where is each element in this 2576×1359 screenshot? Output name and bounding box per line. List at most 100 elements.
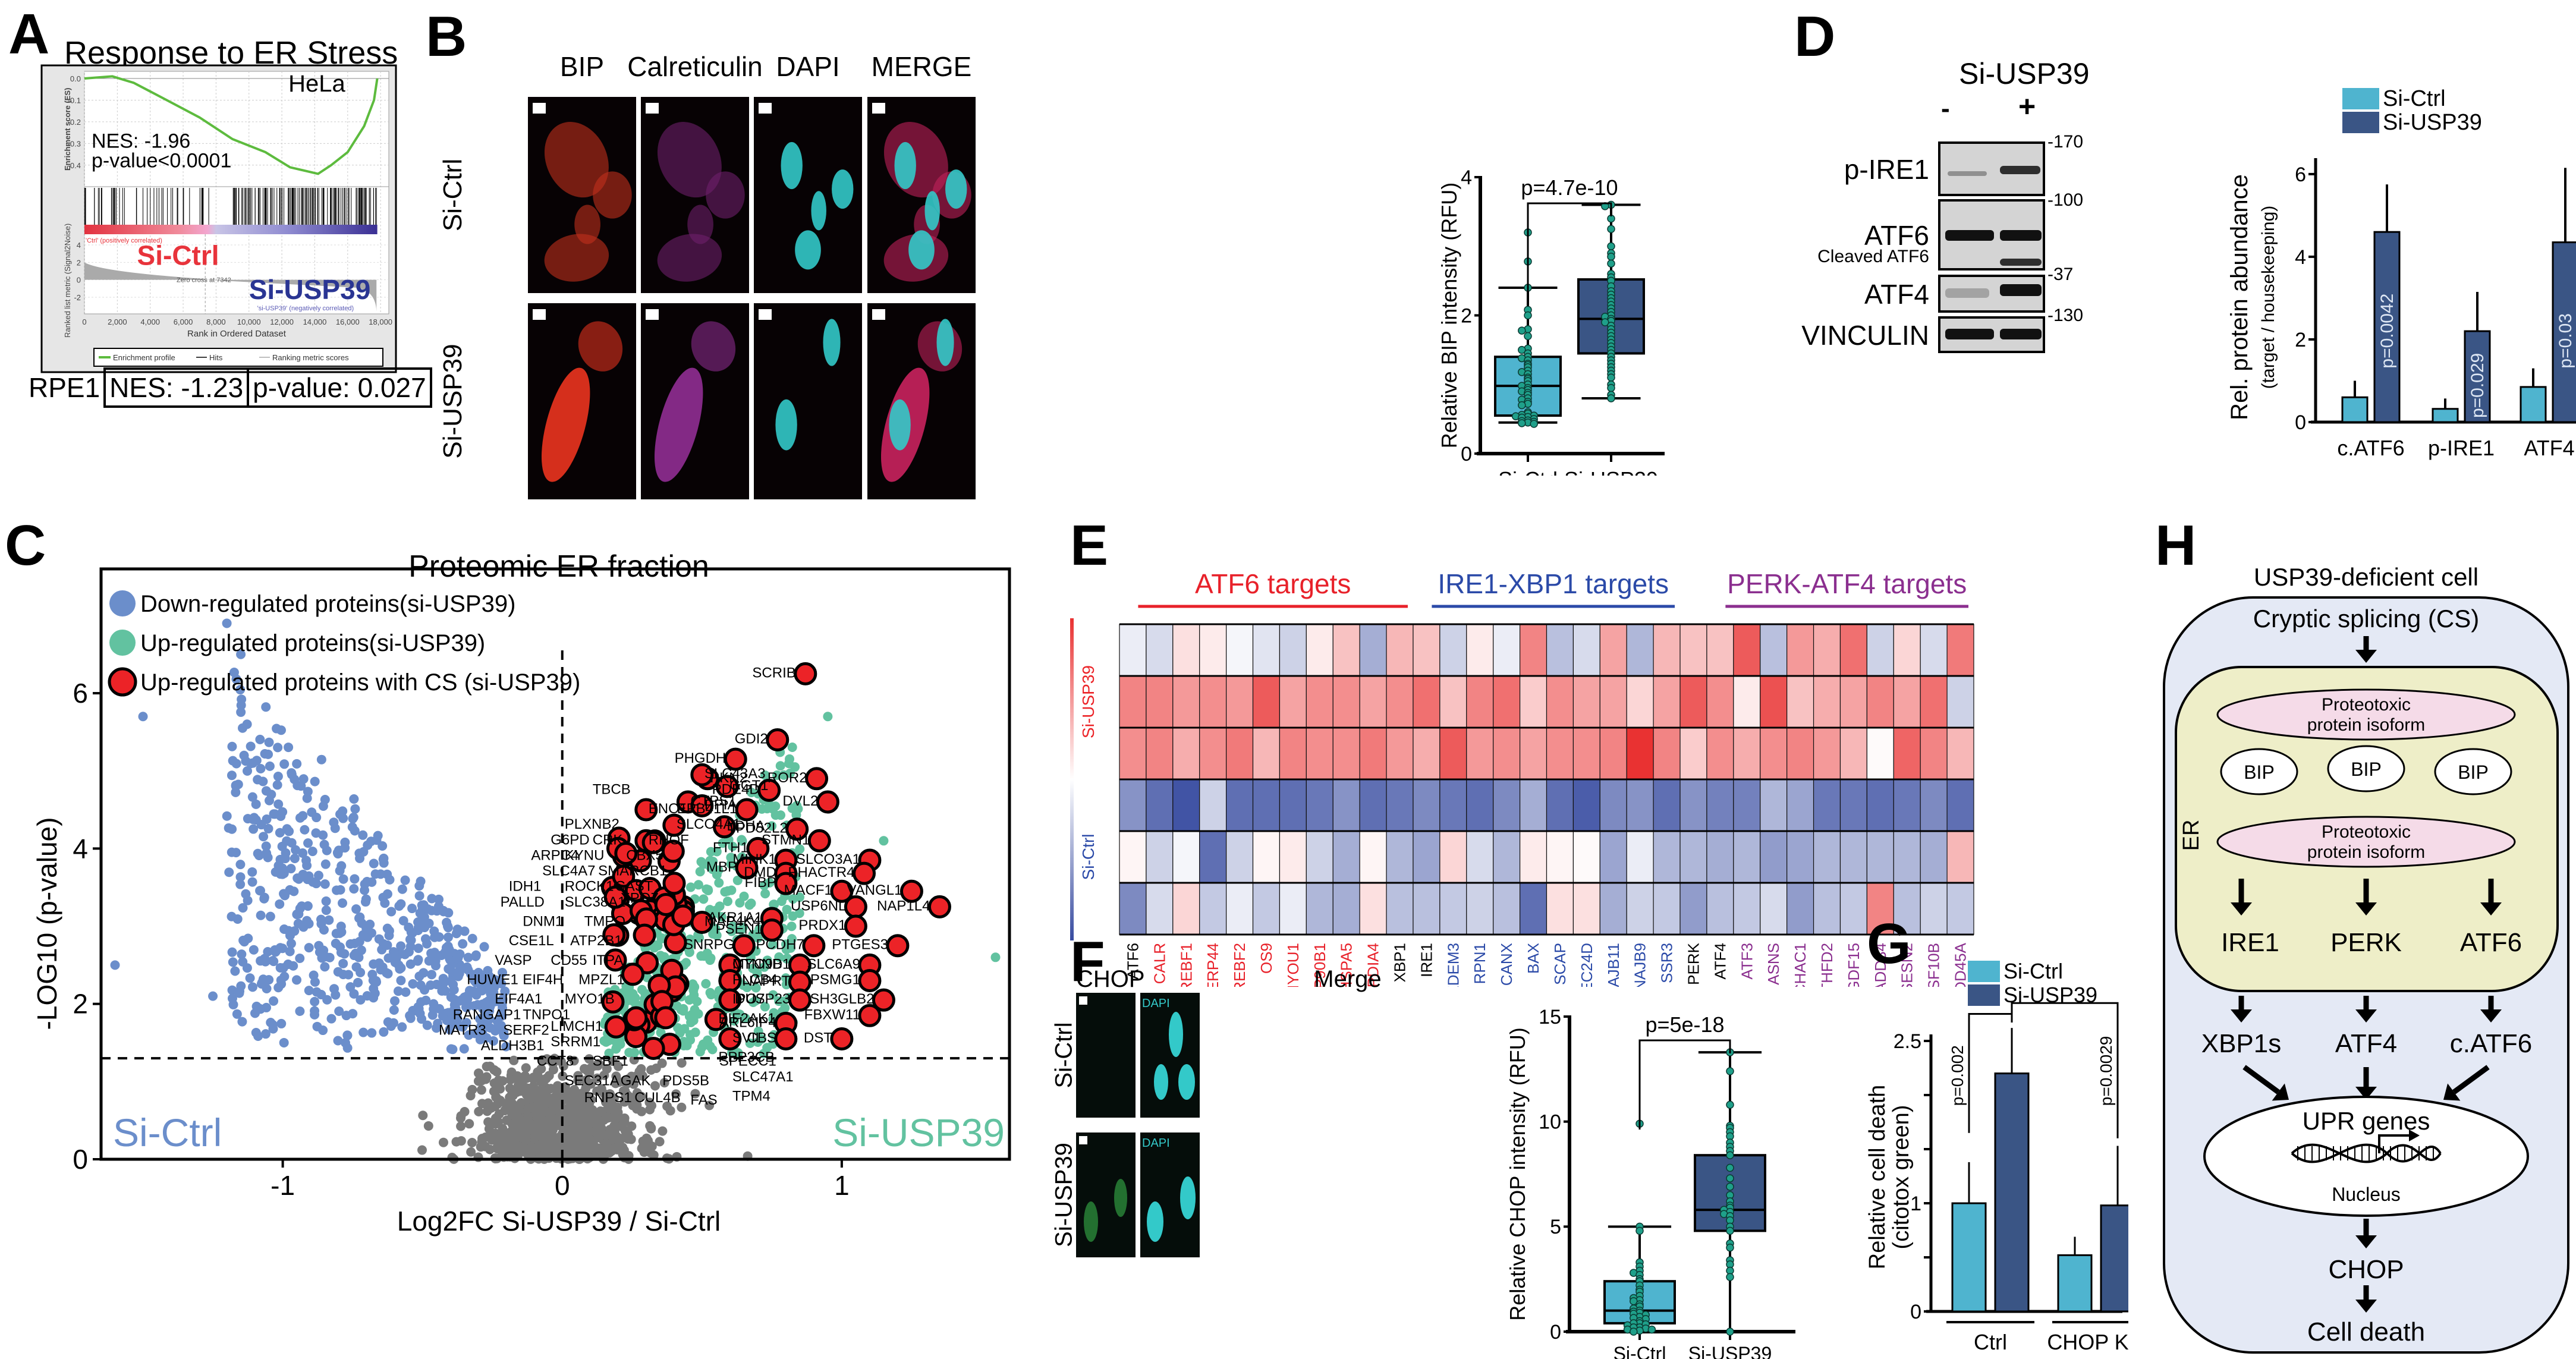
down-point <box>349 989 359 999</box>
down-point <box>486 988 496 998</box>
down-point <box>312 987 322 997</box>
blot-p-ire1 <box>1938 141 2045 196</box>
proteotoxic-isoform <box>2216 688 2516 741</box>
down-point <box>396 976 406 986</box>
ns-point <box>646 1065 656 1075</box>
down-point <box>406 927 416 938</box>
gene-label: PCDH7 <box>756 937 804 953</box>
gene-label: CCT8 <box>537 1053 574 1069</box>
down-point <box>237 949 247 960</box>
heatmap-cell <box>1920 624 1948 677</box>
ns-point <box>417 1145 427 1155</box>
down-point <box>320 859 331 869</box>
down-point <box>243 933 253 943</box>
heatmap-cell <box>1252 831 1281 883</box>
up-point <box>659 952 669 962</box>
p-value-label: p=0.002 <box>1948 1045 1967 1106</box>
down-point <box>398 916 408 926</box>
panel-label-f: F <box>1070 930 1105 993</box>
ns-point <box>636 1091 646 1102</box>
panel-label-e: E <box>1070 514 1109 577</box>
down-point <box>276 725 286 735</box>
up-point <box>762 804 772 814</box>
down-point <box>316 754 326 765</box>
gene-label-xbp1: XBP1 <box>1391 943 1409 983</box>
heatmap-cell <box>1679 882 1707 935</box>
heatmap-cell <box>1813 831 1841 883</box>
down-point <box>338 874 348 884</box>
rank-tick: 8,000 <box>206 317 226 326</box>
heatmap-cell <box>1813 779 1841 832</box>
up-point <box>774 952 784 962</box>
up-point <box>772 770 782 780</box>
down-point <box>291 845 301 855</box>
down-point <box>498 968 508 978</box>
down-point <box>422 1020 432 1030</box>
lane-minus: - <box>1941 94 1950 123</box>
up-point <box>685 882 696 892</box>
cs-point <box>802 934 826 958</box>
down-point <box>224 867 234 877</box>
up-point <box>760 889 770 899</box>
ns-point <box>583 1067 593 1077</box>
heatmap-cell <box>1733 675 1761 728</box>
sensor-label-ire1: IRE1 <box>2221 928 2279 957</box>
ns-point <box>599 1089 609 1099</box>
down-point <box>235 879 246 889</box>
down-point <box>276 1018 287 1028</box>
ns-point <box>517 1142 527 1152</box>
ns-point <box>492 1067 502 1077</box>
down-point <box>338 970 348 980</box>
chop-label: CHOP <box>2328 1255 2404 1284</box>
down-point <box>273 743 283 753</box>
data-point <box>1726 1151 1734 1159</box>
down-point <box>273 772 283 782</box>
up-point <box>714 878 724 888</box>
rank-tick: 0 <box>82 317 86 326</box>
ns-point <box>608 1056 618 1067</box>
arrow-icon <box>2355 1087 2377 1100</box>
down-point <box>247 877 257 887</box>
down-point <box>261 702 271 712</box>
down-point <box>420 985 430 995</box>
svg-text:Hits: Hits <box>209 353 223 362</box>
cs-point <box>735 798 759 822</box>
ns-point <box>576 1115 586 1125</box>
heatmap-cell <box>1252 882 1281 935</box>
down-point <box>237 694 247 704</box>
down-point <box>303 838 313 848</box>
ns-point <box>592 1146 602 1156</box>
legend-label: Si-USP39 <box>2003 983 2097 1007</box>
heatmap-cell <box>1786 831 1814 883</box>
ns-point <box>581 1150 592 1160</box>
down-point <box>254 850 264 860</box>
ns-point <box>608 1112 618 1122</box>
ns-point <box>466 1147 476 1157</box>
up-point <box>751 983 761 993</box>
heatmap-cell <box>1733 831 1761 883</box>
down-point <box>260 1029 271 1039</box>
gene-label: CTPS1 <box>690 793 736 809</box>
down-point <box>471 951 481 961</box>
x-category-label: CHOP KO <box>2047 1330 2128 1354</box>
down-point <box>356 967 366 977</box>
y-tick-label: 2 <box>73 989 88 1020</box>
down-point <box>454 966 464 976</box>
up-point <box>706 953 716 963</box>
ns-point <box>612 1132 622 1142</box>
down-point <box>243 766 253 776</box>
sensor-label-atf6: ATF6 <box>2460 928 2522 957</box>
heatmap-cell <box>1119 727 1147 780</box>
up-point <box>701 979 711 989</box>
gene-label: EIF2AK1 <box>718 1011 775 1027</box>
ns-point <box>592 1086 602 1096</box>
heatmap-cell <box>1546 882 1574 935</box>
heatmap-cell <box>1119 779 1147 832</box>
gene-label-srebf1: SREBF1 <box>1177 943 1195 987</box>
down-point <box>275 899 285 909</box>
heatmap-cell <box>1332 624 1360 677</box>
up-point <box>732 875 743 885</box>
ns-point <box>546 1084 556 1094</box>
down-point <box>457 1021 467 1031</box>
data-point <box>1518 419 1526 427</box>
